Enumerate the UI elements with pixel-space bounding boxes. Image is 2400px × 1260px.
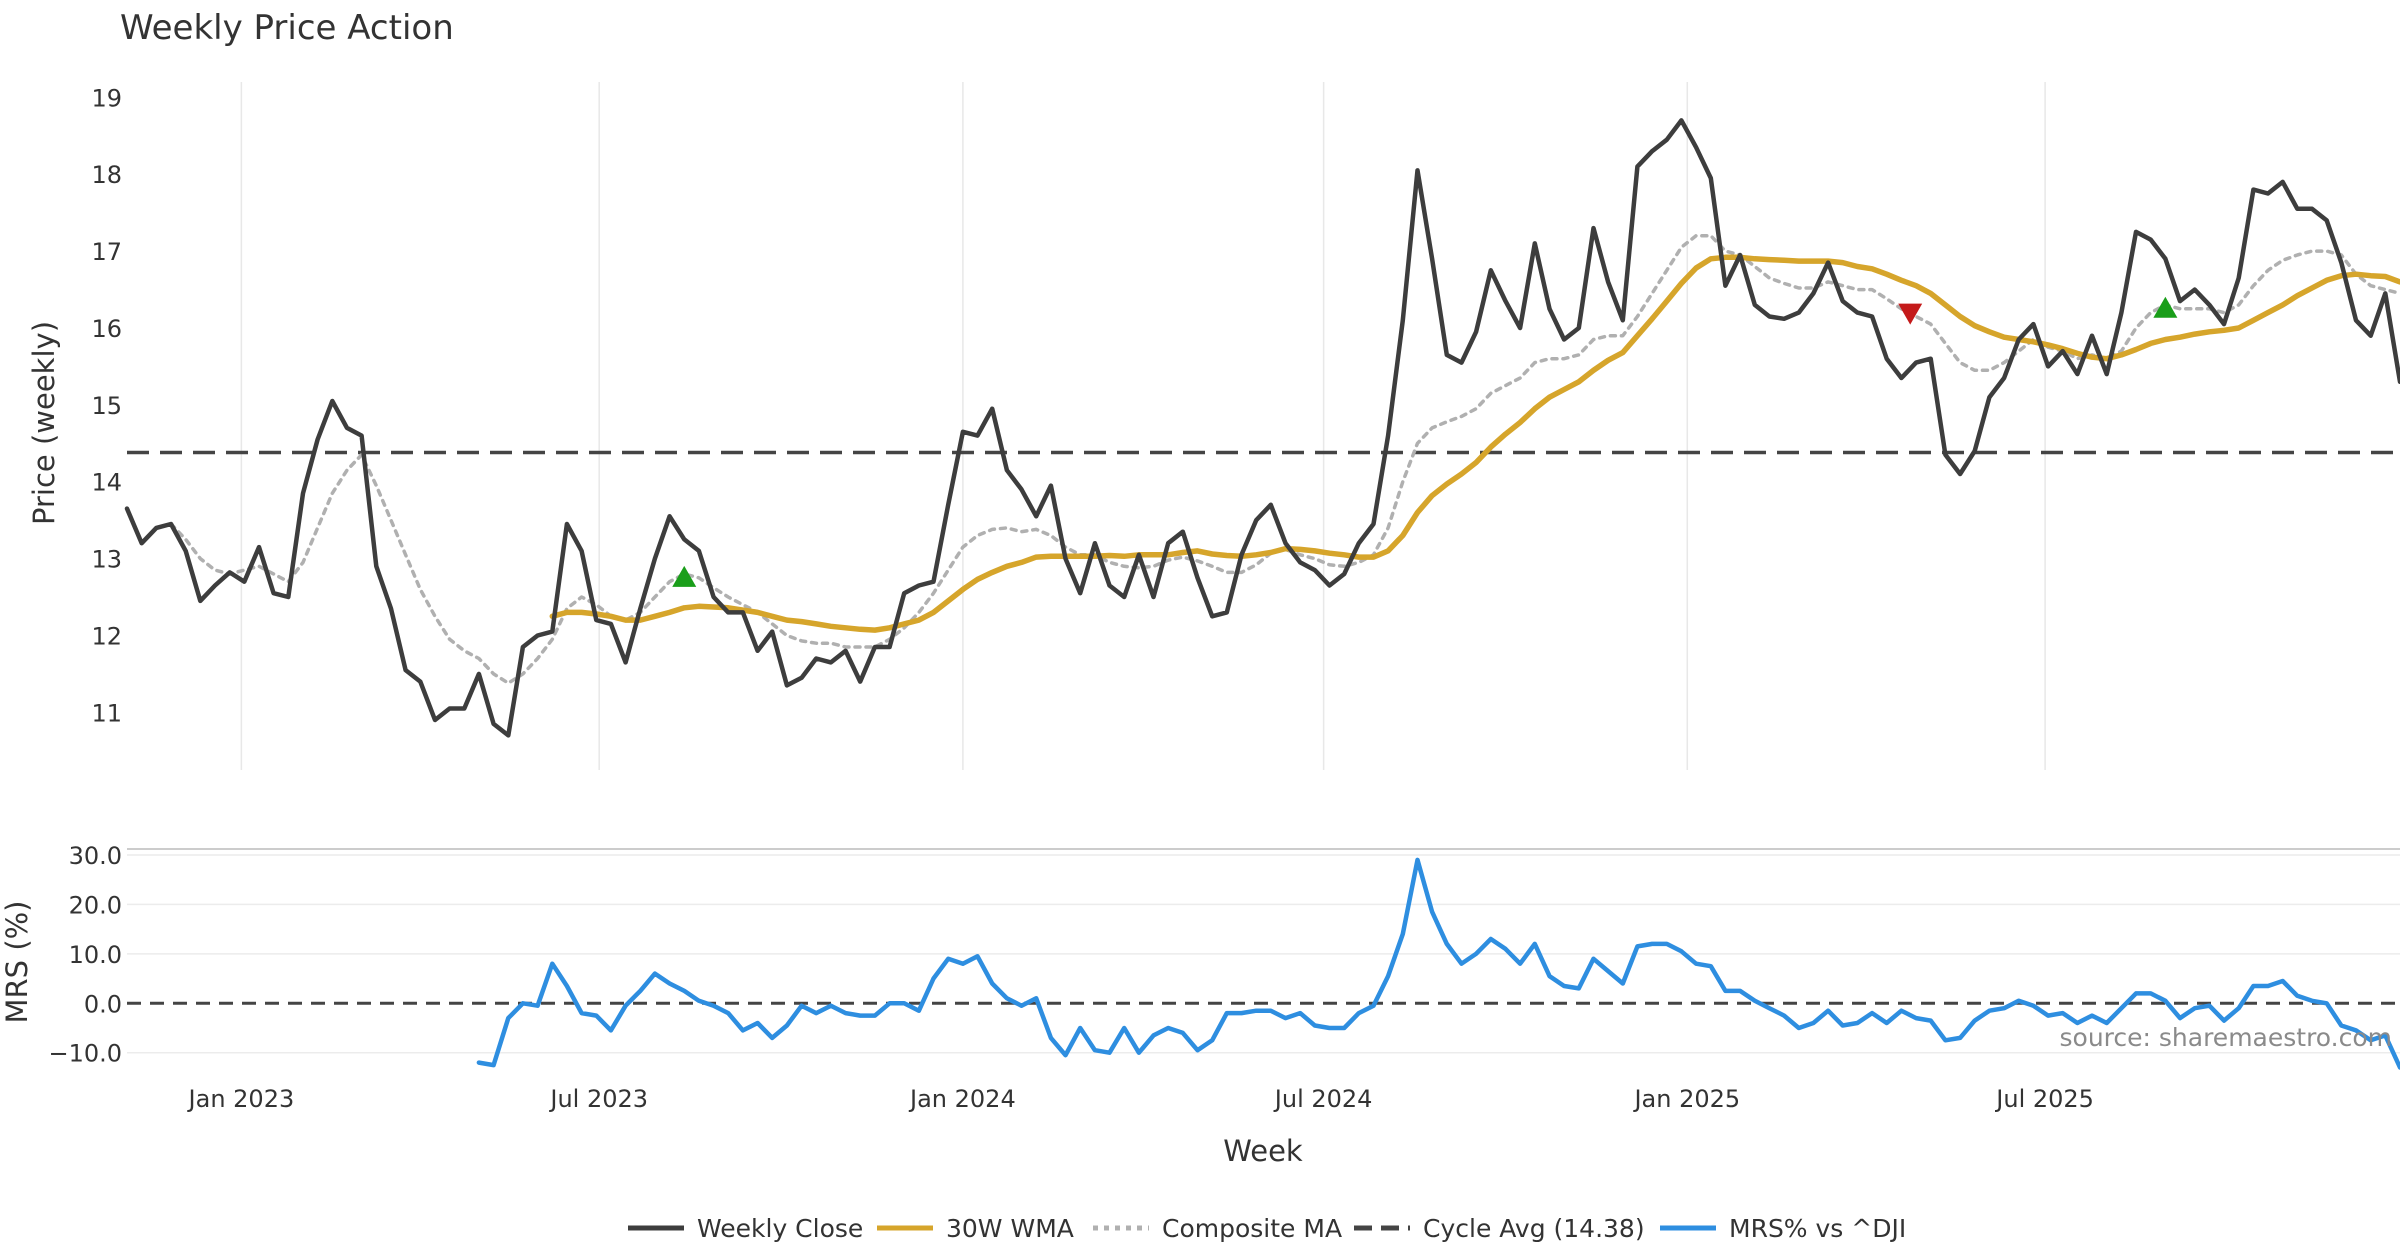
buy-signal-marker (2153, 296, 2178, 318)
legend-label: Cycle Avg (14.38) (1423, 1214, 1645, 1243)
legend: Weekly Close 30W WMA Composite MA Cycle Avg… (628, 1214, 1906, 1243)
price-y-tick-label: 11 (91, 699, 122, 727)
x-tick-label: Jul 2023 (548, 1085, 648, 1113)
mrs-y-tick-label: 10.0 (69, 941, 122, 969)
legend-item: Composite MA (1093, 1214, 1342, 1243)
price-y-tick-label: 15 (91, 392, 122, 420)
price-panel-series (124, 118, 2400, 738)
price-y-tick-label: 17 (91, 238, 122, 266)
mrs-panel-grid (127, 848, 2400, 1054)
source-annotation: source: sharemaestro.com (2060, 1023, 2393, 1052)
legend-item: Weekly Close (628, 1214, 863, 1243)
mrs-y-tick-label: −10.0 (48, 1040, 122, 1068)
price-y-tick-label: 13 (91, 546, 122, 574)
mrs-line (476, 857, 2400, 1070)
x-tick-label: Jan 2024 (908, 1085, 1016, 1113)
x-axis-label: Week (1223, 1134, 1303, 1168)
x-tick-label: Jan 2023 (187, 1085, 295, 1113)
legend-item: MRS% vs ^DJI (1660, 1214, 1906, 1243)
legend-label: 30W WMA (946, 1214, 1074, 1243)
price-panel-grid (240, 82, 2046, 770)
legend-item: Cycle Avg (14.38) (1354, 1214, 1645, 1243)
price-y-tick-label: 14 (91, 469, 122, 497)
price-y-ticks: 11 12 13 14 15 16 17 18 19 (91, 84, 122, 727)
mrs-y-tick-label: 30.0 (69, 842, 122, 870)
x-axis-ticks: Jan 2023 Jul 2023 Jan 2024 Jul 2024 Jan 2025… (187, 1085, 2094, 1113)
price-y-tick-label: 18 (91, 161, 122, 189)
sell-signal-marker (1898, 303, 1923, 325)
wma-30w-line (549, 254, 2400, 633)
price-y-tick-label: 19 (91, 84, 122, 112)
legend-label: MRS% vs ^DJI (1729, 1214, 1906, 1243)
legend-item: 30W WMA (877, 1214, 1074, 1243)
x-tick-label: Jul 2024 (1273, 1085, 1373, 1113)
mrs-panel-series (127, 857, 2400, 1070)
price-y-tick-label: 12 (91, 622, 122, 650)
mrs-y-tick-label: 0.0 (84, 990, 122, 1018)
weekly-close-line (124, 118, 2400, 738)
mrs-y-axis-label: MRS (%) (0, 901, 34, 1024)
legend-label: Weekly Close (697, 1214, 863, 1243)
price-y-tick-label: 16 (91, 315, 122, 343)
legend-label: Composite MA (1162, 1214, 1342, 1243)
composite-ma-line (169, 233, 2400, 685)
chart-title: Weekly Price Action (120, 8, 454, 48)
signal-markers (672, 296, 2178, 587)
mrs-y-ticks: −10.0 0.0 10.0 20.0 30.0 (48, 842, 122, 1068)
x-tick-label: Jan 2025 (1632, 1085, 1740, 1113)
buy-signal-marker (672, 565, 697, 587)
mrs-y-tick-label: 20.0 (69, 891, 122, 919)
x-tick-label: Jul 2025 (1994, 1085, 2094, 1113)
price-y-axis-label: Price (weekly) (27, 321, 61, 525)
